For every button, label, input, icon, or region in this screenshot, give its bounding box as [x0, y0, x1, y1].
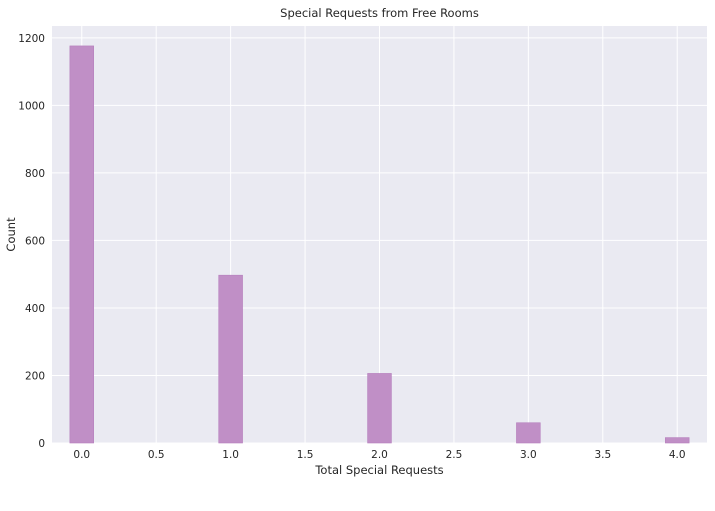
x-tick-label: 0.5 — [148, 449, 165, 461]
y-tick-label: 1000 — [18, 100, 45, 112]
x-tick-label: 2.0 — [371, 449, 388, 461]
x-tick-label: 3.0 — [520, 449, 537, 461]
bar-0 — [69, 45, 94, 444]
bar-1 — [218, 274, 243, 444]
bar-4 — [665, 437, 690, 444]
y-tick-label: 400 — [25, 303, 45, 315]
bar-3 — [516, 422, 541, 444]
y-tick-label: 200 — [25, 370, 45, 382]
x-tick-label: 1.5 — [297, 449, 314, 461]
x-tick-label: 2.5 — [446, 449, 463, 461]
y-tick-labels: 0 200 400 600 800 1000 1200 — [18, 33, 45, 450]
chart-title: Special Requests from Free Rooms — [280, 6, 479, 20]
y-tick-label: 800 — [25, 168, 45, 180]
x-tick-label: 0.0 — [73, 449, 90, 461]
x-tick-labels: 0.0 0.5 1.0 1.5 2.0 2.5 3.0 3.5 4.0 — [73, 449, 685, 461]
x-tick-label: 1.0 — [222, 449, 239, 461]
x-axis-label: Total Special Requests — [314, 463, 443, 477]
y-axis-label: Count — [4, 217, 18, 252]
x-tick-label: 3.5 — [594, 449, 611, 461]
y-tick-label: 1200 — [18, 33, 45, 45]
y-tick-label: 0 — [38, 438, 45, 450]
bars — [69, 45, 690, 444]
x-tick-label: 4.0 — [669, 449, 686, 461]
y-tick-label: 600 — [25, 235, 45, 247]
bar-2 — [367, 373, 392, 444]
